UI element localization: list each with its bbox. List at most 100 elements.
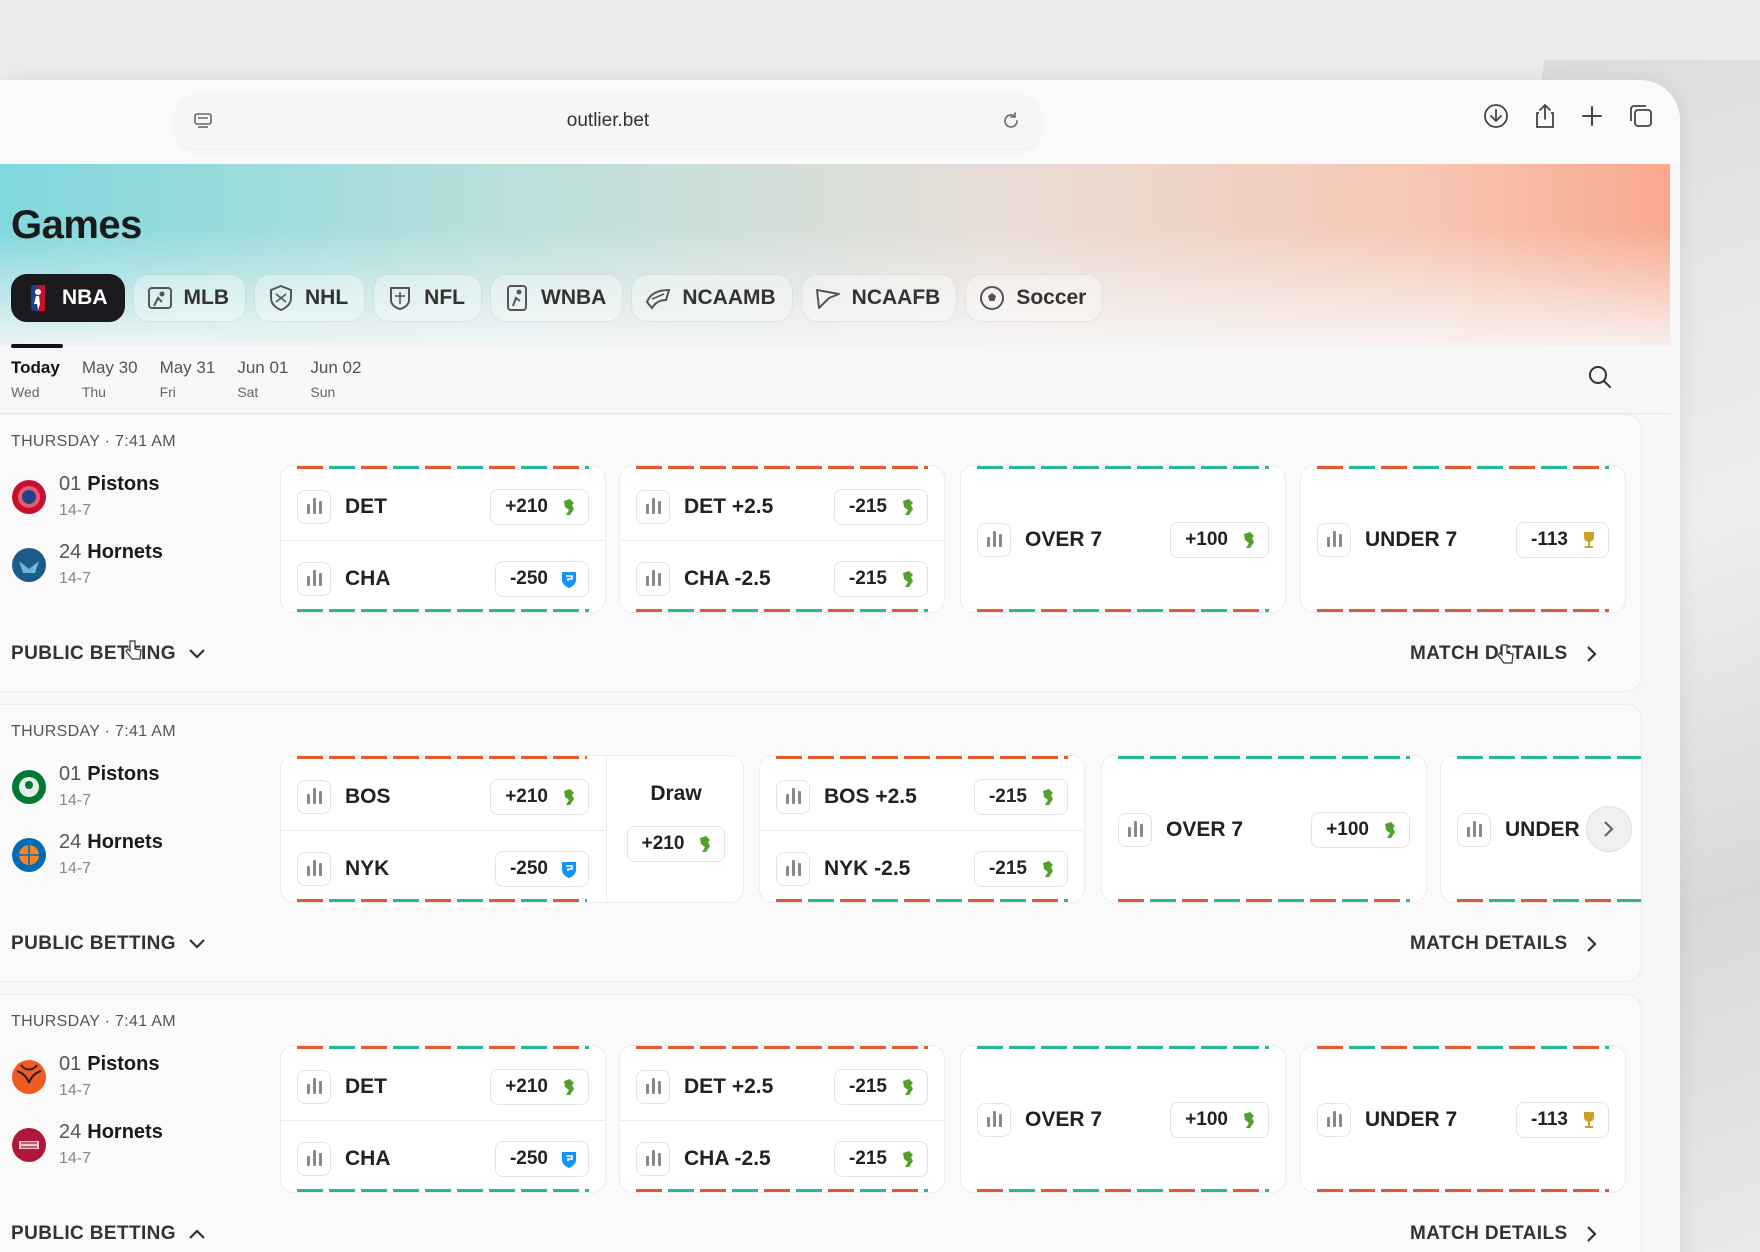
bet-option[interactable]: OVER 7 +100 (1102, 805, 1426, 855)
scroll-right-button[interactable] (1586, 806, 1632, 852)
odds-button[interactable]: -215 (833, 489, 928, 525)
bet-option[interactable]: DET +2.5 -215 (620, 1062, 944, 1112)
page-title: Games (11, 203, 142, 247)
stats-icon[interactable] (776, 852, 810, 886)
tab-mlb[interactable]: MLB (132, 274, 246, 322)
stats-icon[interactable] (297, 780, 331, 814)
bet-option[interactable]: CHA -2.5 -215 (620, 554, 944, 604)
draw-option[interactable]: Draw +210 (607, 782, 743, 862)
stats-icon[interactable] (636, 1142, 670, 1176)
bet-option[interactable]: OVER 7 +100 (961, 1095, 1285, 1145)
bet-option[interactable]: NYK -250 (281, 844, 605, 894)
stats-icon[interactable] (1317, 1103, 1351, 1137)
bet-option[interactable]: CHA -250 (281, 554, 605, 604)
trophy-icon (1584, 532, 1594, 548)
tab-nhl[interactable]: NHL (254, 274, 366, 322)
stats-icon[interactable] (636, 1070, 670, 1104)
tab-nfl[interactable]: NFL (373, 274, 482, 322)
odds-button[interactable]: +210 (626, 826, 726, 862)
nhl-icon (270, 284, 292, 312)
stats-icon[interactable] (977, 523, 1011, 557)
team-name: Hornets (87, 831, 163, 853)
share-icon[interactable] (1531, 102, 1559, 130)
team-away[interactable]: 24 Hornets 14-7 (11, 541, 163, 588)
odds-button[interactable]: -215 (833, 561, 928, 597)
stats-icon[interactable] (297, 1070, 331, 1104)
odds-button[interactable]: +210 (490, 779, 589, 815)
team-away[interactable]: 24 Hornets 14-7 (11, 1121, 163, 1168)
odds-button[interactable]: -113 (1516, 522, 1609, 558)
bet-option[interactable]: DET +210 (281, 1062, 605, 1112)
reload-icon[interactable] (1000, 110, 1022, 132)
odds-button[interactable]: -215 (973, 779, 1068, 815)
hand-cursor-icon (1497, 644, 1514, 664)
odds-button[interactable]: -250 (494, 851, 589, 887)
bet-option[interactable]: UNDER 7 -113 (1301, 1095, 1625, 1145)
bet-option[interactable]: UNDER (1441, 805, 1641, 855)
odds-button[interactable]: +100 (1170, 1102, 1269, 1138)
team-home[interactable]: 01 Pistons 14-7 (11, 763, 160, 810)
match-details-link[interactable]: MATCH DETAILS (1410, 643, 1598, 665)
bet-option[interactable]: NYK -2.5 -215 (760, 844, 1084, 894)
address-bar[interactable]: outlier.bet (178, 96, 1038, 148)
date-today[interactable]: Today Wed (11, 344, 63, 400)
tab-nba[interactable]: NBA (11, 274, 125, 322)
odds-button[interactable]: +210 (490, 1069, 589, 1105)
download-icon[interactable] (1482, 102, 1510, 130)
match-details-link[interactable]: MATCH DETAILS (1410, 1223, 1598, 1245)
fanduel-icon (562, 862, 576, 878)
stats-icon[interactable] (297, 490, 331, 524)
date-jun-02[interactable]: Jun 02 Sun (310, 358, 362, 400)
bet-option[interactable]: CHA -2.5 -215 (620, 1134, 944, 1184)
bet-option[interactable]: OVER 7 +100 (961, 515, 1285, 565)
odds-button[interactable]: -215 (833, 1141, 928, 1177)
odds-button[interactable]: -215 (833, 1069, 928, 1105)
new-tab-icon[interactable] (1578, 102, 1606, 130)
tab-soccer[interactable]: Soccer (965, 274, 1104, 322)
team-home[interactable]: 01 Pistons 14-7 (11, 1053, 160, 1100)
draftkings-icon (1385, 822, 1395, 838)
public-betting-toggle[interactable]: PUBLIC BETTING (11, 933, 206, 955)
tab-ncaamb[interactable]: NCAAMB (631, 274, 793, 322)
chevron-right-icon (1586, 936, 1597, 952)
odds-button[interactable]: +100 (1170, 522, 1269, 558)
public-betting-toggle[interactable]: PUBLIC BETTING (11, 1223, 206, 1245)
stats-icon[interactable] (636, 490, 670, 524)
bet-option[interactable]: BOS +210 (281, 772, 605, 822)
odds-button[interactable]: +210 (490, 489, 589, 525)
odds-button[interactable]: -250 (494, 1141, 589, 1177)
bet-option[interactable]: CHA -250 (281, 1134, 605, 1184)
stats-icon[interactable] (977, 1103, 1011, 1137)
bet-option[interactable]: DET +2.5 -215 (620, 482, 944, 532)
stats-icon[interactable] (636, 562, 670, 596)
bet-option[interactable]: DET +210 (281, 482, 605, 532)
bet-option[interactable]: BOS +2.5 -215 (760, 772, 1084, 822)
odds-button[interactable]: -250 (494, 561, 589, 597)
odds-button[interactable]: +100 (1311, 812, 1410, 848)
stats-icon[interactable] (297, 1142, 331, 1176)
game-time: THURSDAY · 7:41 AM (11, 433, 176, 450)
match-details-link[interactable]: MATCH DETAILS (1410, 933, 1598, 955)
tab-overview-icon[interactable] (1627, 102, 1655, 130)
tab-wnba[interactable]: WNBA (490, 274, 624, 322)
date-may-30[interactable]: May 30 Thu (81, 358, 138, 400)
stats-icon[interactable] (1118, 813, 1152, 847)
stats-icon[interactable] (1457, 813, 1491, 847)
tab-ncaafb[interactable]: NCAAFB (800, 274, 958, 322)
mlb-icon (147, 287, 172, 309)
bet-option[interactable]: UNDER 7 -113 (1301, 515, 1625, 565)
search-icon[interactable] (1587, 364, 1613, 390)
game-card: THURSDAY · 7:41 AM 01 Pistons 14-7 24 Horne… (0, 994, 1642, 1252)
public-betting-toggle[interactable]: PUBLIC BETTING (11, 643, 206, 665)
team-away[interactable]: 24 Hornets 14-7 (11, 831, 163, 878)
stats-icon[interactable] (297, 562, 331, 596)
stats-icon[interactable] (1317, 523, 1351, 557)
odds-button[interactable]: -215 (973, 851, 1068, 887)
stats-icon[interactable] (297, 852, 331, 886)
stats-icon[interactable] (776, 780, 810, 814)
date-jun-01[interactable]: Jun 01 Sat (237, 358, 289, 400)
team-home[interactable]: 01 Pistons 14-7 (11, 473, 160, 520)
date-may-31[interactable]: May 31 Fri (159, 358, 216, 400)
reader-icon[interactable] (194, 113, 212, 129)
odds-button[interactable]: -113 (1516, 1102, 1609, 1138)
